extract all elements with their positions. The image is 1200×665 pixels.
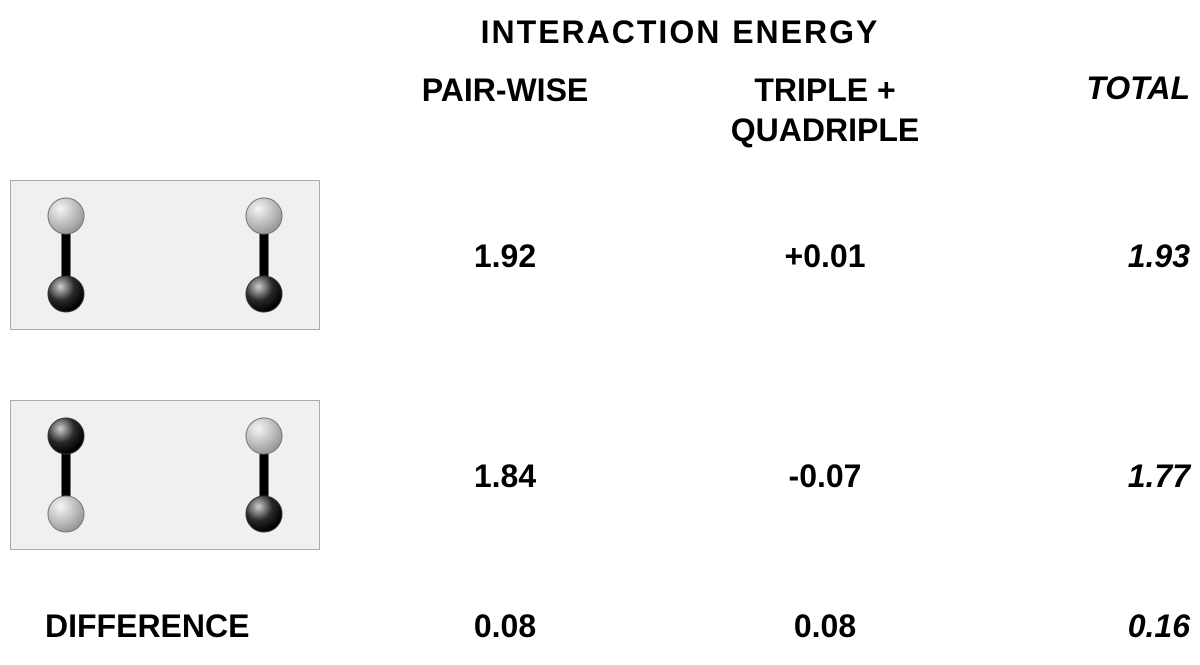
page-root: INTERACTION ENERGY PAIR-WISE TRIPLE + QU…: [0, 0, 1200, 665]
col2-line1: TRIPLE +: [754, 72, 895, 108]
super-title: INTERACTION ENERGY: [400, 14, 960, 51]
row1-triple-quad: +0.01: [765, 238, 885, 275]
col2-line2: QUADRIPLE: [731, 112, 919, 148]
dipole-diagram-icon: [11, 401, 319, 549]
col-header-total: TOTAL: [1030, 70, 1190, 107]
diff-pairwise: 0.08: [445, 608, 565, 645]
row2-pairwise: 1.84: [445, 458, 565, 495]
col-header-pairwise: PAIR-WISE: [385, 70, 625, 110]
row2-total: 1.77: [1070, 458, 1190, 495]
row1-total: 1.93: [1070, 238, 1190, 275]
diff-triple-quad: 0.08: [765, 608, 885, 645]
col-header-triple-quad: TRIPLE + QUADRIPLE: [705, 70, 945, 150]
dipole-diagram-icon: [11, 181, 319, 329]
config-antiparallel: [10, 400, 320, 550]
row1-pairwise: 1.92: [445, 238, 565, 275]
row2-triple-quad: -0.07: [765, 458, 885, 495]
config-parallel: [10, 180, 320, 330]
difference-label: DIFFERENCE: [45, 608, 249, 645]
diff-total: 0.16: [1070, 608, 1190, 645]
